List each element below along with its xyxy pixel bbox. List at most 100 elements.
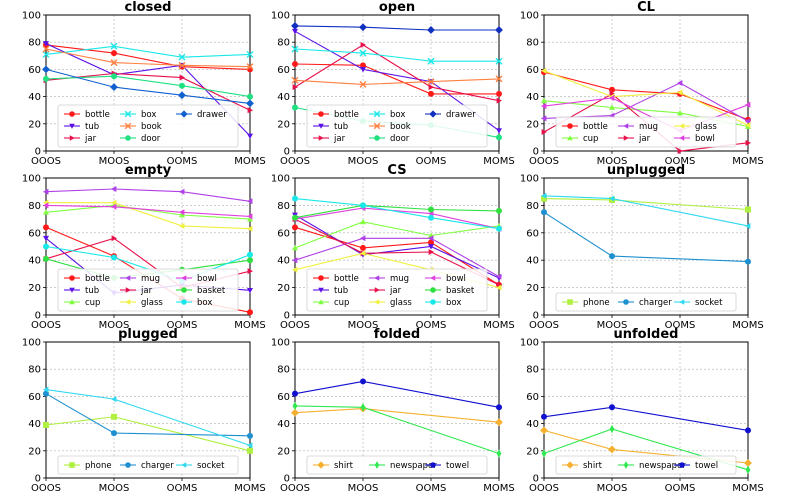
legend-label: mug (639, 122, 658, 132)
axes-frame (294, 14, 500, 152)
x-tick-label: OOMS (665, 320, 696, 331)
point-glass (179, 222, 185, 229)
y-tick-label: 40 (526, 256, 539, 267)
legend-label: basket (197, 286, 226, 296)
legend: shirt newspaper towel (555, 455, 737, 475)
x-tick-label: OOOS (280, 320, 310, 331)
chart-title: open (379, 0, 415, 15)
legend-marker (679, 123, 685, 129)
legend-marker (317, 461, 325, 469)
legend-marker (374, 461, 380, 469)
series-book (291, 75, 503, 88)
legend-entry: bowl (176, 274, 217, 284)
axes-frame (543, 14, 749, 152)
legend-marker (69, 287, 75, 293)
y-tick-label: 60 (526, 65, 539, 76)
series-glass (43, 199, 253, 232)
point-jar (677, 148, 683, 154)
legend-label: towel (695, 461, 718, 471)
legend-label: socket (197, 461, 225, 471)
chart-empty: empty 0 20 40 60 80 100 OOOS MOOS OOMS MOMS bottle t… (22, 163, 266, 331)
point-mug (179, 188, 185, 195)
line-tub (45, 43, 251, 137)
legend-label: shirt (583, 461, 603, 471)
point-cup (247, 216, 253, 222)
legend-entry: towel (674, 461, 718, 471)
point-bottle (43, 224, 49, 231)
point-bowl (111, 203, 117, 210)
legend-entry: jar (64, 134, 97, 144)
legend-label: bowl (695, 134, 715, 144)
point-bottle (292, 60, 298, 67)
point-tub (428, 244, 434, 250)
legend-label: phone (85, 461, 112, 471)
point-box (111, 254, 117, 261)
chart-title: folded (374, 327, 420, 342)
legend-label: bowl (197, 274, 217, 284)
point-mug (496, 273, 502, 280)
y-tick-label: 40 (28, 419, 41, 430)
x-tick-label: MOOS (597, 156, 628, 167)
legend-label: door (141, 134, 161, 144)
legend-label: cup (583, 134, 598, 144)
legend-marker (679, 299, 685, 305)
chart-title: unfolded (614, 327, 679, 342)
point-bowl (43, 202, 49, 209)
legend-marker (69, 135, 75, 141)
series-box (292, 195, 502, 232)
legend-marker (69, 123, 75, 129)
point-phone (745, 206, 751, 213)
y-tick-label: 0 (284, 311, 290, 322)
y-tick-label: 0 (35, 311, 41, 322)
legend-label: glass (141, 298, 163, 308)
point-box (42, 50, 50, 58)
legend-label: jar (389, 286, 402, 296)
chart-CL: CL 0 20 40 60 80 100 OOOS MOOS OOMS MOMS bottle cup m… (520, 0, 764, 167)
y-tick-label: 0 (284, 474, 290, 485)
legend-marker (318, 135, 324, 141)
legend-marker (623, 299, 629, 305)
point-tub (247, 287, 253, 294)
point-drawer (359, 23, 367, 32)
legend-marker (69, 275, 75, 281)
series-newspaper (292, 401, 502, 458)
point-mug (247, 198, 253, 205)
point-jar (428, 248, 434, 255)
legend-label: charger (141, 461, 174, 471)
line-box (45, 45, 251, 58)
point-box (360, 202, 366, 209)
y-tick-label: 0 (533, 147, 539, 158)
y-tick-label: 40 (277, 92, 290, 103)
point-bottle (247, 309, 253, 316)
legend-entry: bottle (313, 110, 359, 120)
legend: shirt newspaper towel (306, 455, 488, 475)
point-bowl (609, 94, 615, 101)
y-tick-label: 0 (533, 474, 539, 485)
legend-label: bottle (334, 274, 359, 284)
legend-entry: box (369, 110, 405, 120)
point-door (111, 73, 117, 80)
line-jar (294, 218, 500, 286)
point-cup (43, 209, 49, 215)
point-jar (292, 84, 298, 91)
y-tick-label: 80 (277, 38, 290, 49)
point-socket (609, 195, 615, 202)
legend-label: tub (85, 286, 99, 296)
point-box (43, 243, 49, 250)
point-box (428, 214, 434, 221)
legend-marker (623, 123, 629, 129)
point-socket (247, 442, 253, 449)
legend-marker (180, 110, 188, 118)
x-tick-label: OOMS (665, 156, 696, 167)
legend-box (555, 455, 737, 475)
legend-marker (69, 111, 75, 117)
chart-unplugged: unplugged 0 20 40 60 80 100 OOOS MOOS OOMS MOMS pho… (520, 163, 764, 331)
point-basket (496, 207, 502, 214)
legend-entry: charger (120, 461, 174, 471)
point-mug (677, 80, 683, 86)
legend-label: jar (333, 134, 346, 144)
point-towel (360, 378, 366, 385)
axes-frame (45, 14, 251, 152)
legend-entry: cup (313, 298, 349, 308)
